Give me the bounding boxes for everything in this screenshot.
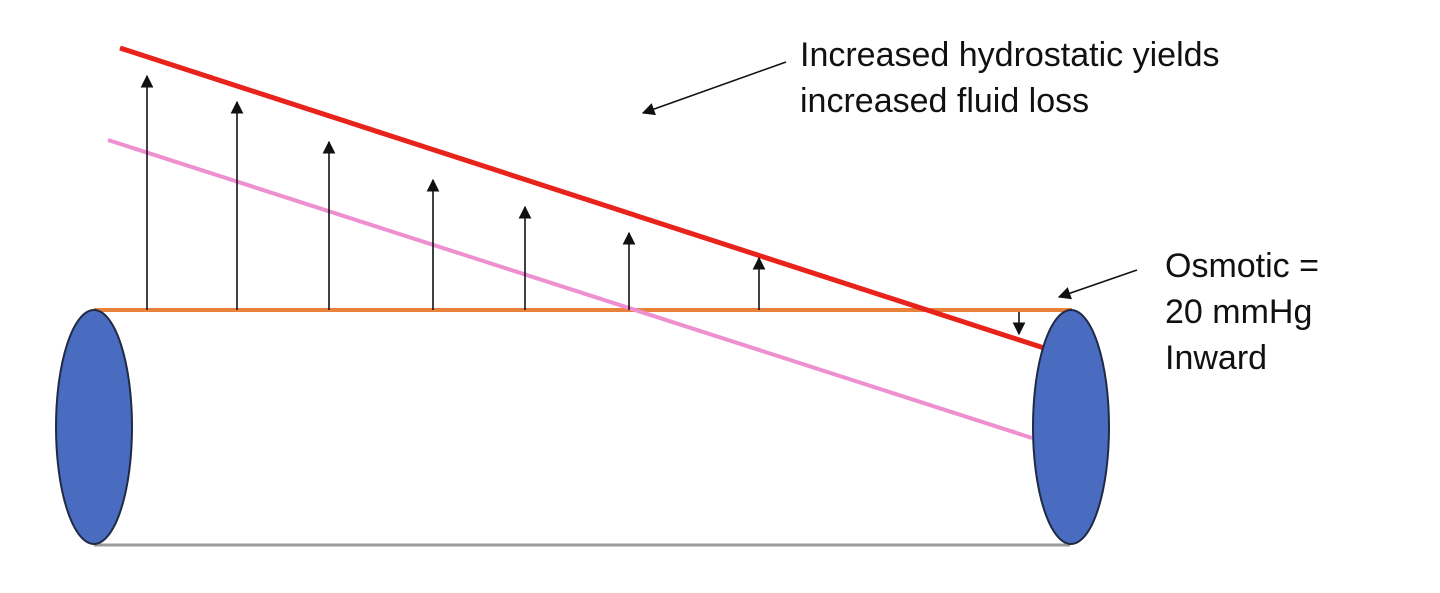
- vessel-right-end: [1032, 309, 1110, 545]
- vessel-left-end: [55, 309, 133, 545]
- increased-hydrostatic-line: [119, 45, 1045, 351]
- osmotic-annotation-line-2: 20 mmHg: [1165, 293, 1313, 331]
- hydrostatic-annotation-line-2: increased fluid loss: [800, 82, 1090, 120]
- hydrostatic-annotation-line-1: Increased hydrostatic yields: [800, 36, 1220, 74]
- osmotic-callout-pointer: [1057, 269, 1138, 300]
- osmotic-annotation-line-1: Osmotic =: [1165, 247, 1319, 285]
- osmotic-annotation: Osmotic = 20 mmHg Inward: [1165, 243, 1319, 381]
- filtration-arrows: [140, 74, 766, 310]
- normal-hydrostatic-line: [107, 138, 1033, 440]
- hydrostatic-callout-pointer: [641, 61, 787, 116]
- osmotic-annotation-line-3: Inward: [1165, 339, 1268, 377]
- hydrostatic-annotation: Increased hydrostatic yields increased f…: [800, 32, 1220, 124]
